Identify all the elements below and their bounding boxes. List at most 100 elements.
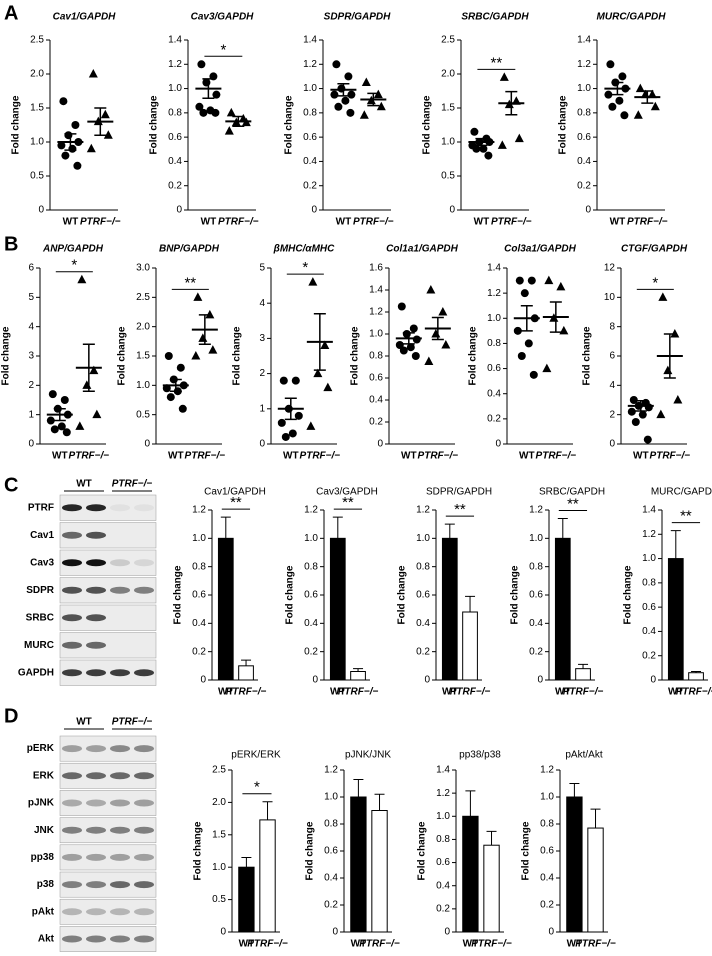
x-tick-label: PTRF−/− xyxy=(650,451,691,462)
panel-letter: A xyxy=(4,2,18,24)
x-tick-label: WT xyxy=(442,687,458,698)
data-point xyxy=(48,390,57,399)
y-tick-label: 1.4 xyxy=(577,35,591,46)
y-tick-label: 0 xyxy=(585,205,591,216)
y-tick-label: 1.5 xyxy=(441,103,455,114)
y-tick-label: 0.5 xyxy=(30,171,44,182)
bar xyxy=(667,558,684,681)
y-tick-label: 1.2 xyxy=(642,529,656,540)
blot-group-label: PTRF−/− xyxy=(112,479,153,490)
blot-band xyxy=(62,641,82,649)
blot-band xyxy=(110,908,130,916)
y-axis-label: Fold change xyxy=(117,326,128,385)
y-tick-label: 1.0 xyxy=(487,313,501,324)
error-bar xyxy=(663,333,676,379)
y-tick-label: 0.6 xyxy=(324,846,338,857)
significance: ** xyxy=(491,54,503,71)
y-tick-label: 0.8 xyxy=(642,577,656,588)
chart-title: Col3a1/GAPDH xyxy=(504,244,576,255)
y-tick-label: 2.0 xyxy=(441,69,455,80)
blot-band xyxy=(62,935,82,943)
y-axis-label: Fold change xyxy=(232,326,243,385)
data-point xyxy=(643,435,652,444)
data-point xyxy=(656,409,666,419)
error-bar xyxy=(94,107,107,136)
blot-row-label: SDPR xyxy=(26,585,55,596)
x-tick-label: WT xyxy=(463,939,479,950)
data-point xyxy=(198,333,208,342)
error-bar xyxy=(313,313,326,371)
data-point xyxy=(60,396,69,404)
data-point xyxy=(103,130,113,139)
blot-row-label: JNK xyxy=(34,825,55,836)
blot-band xyxy=(86,826,106,834)
data-point xyxy=(208,345,218,354)
blot-band xyxy=(110,853,130,861)
blot-band xyxy=(86,614,106,622)
blot-row-label: pAkt xyxy=(32,906,55,917)
blot-row-label: Akt xyxy=(38,934,55,945)
y-tick-label: 2 xyxy=(28,380,34,391)
blot-band xyxy=(110,826,130,834)
bar xyxy=(462,611,478,681)
blot-band xyxy=(134,881,154,889)
bar xyxy=(329,537,346,681)
blot-row-label: PTRF xyxy=(28,502,54,513)
data-point xyxy=(306,421,316,430)
y-tick-label: 0.4 xyxy=(324,873,338,884)
y-tick-label: 0 xyxy=(259,439,265,450)
error-bar xyxy=(82,343,95,392)
y-tick-label: 0 xyxy=(311,205,317,216)
y-tick-label: 4 xyxy=(259,298,265,309)
x-tick-label: WT xyxy=(610,217,626,228)
data-point xyxy=(441,340,451,349)
x-tick-label: PTRF−/− xyxy=(338,687,379,698)
error-bar xyxy=(262,801,273,820)
blot-row-label: ERK xyxy=(33,770,55,781)
x-tick-label: PTRF−/− xyxy=(247,939,288,950)
data-point xyxy=(92,409,102,419)
blot-band xyxy=(110,504,130,512)
x-tick-label: WT xyxy=(52,451,68,462)
data-point xyxy=(211,108,220,117)
blot-band xyxy=(86,853,106,861)
y-tick-label: 5 xyxy=(28,292,34,303)
chart-title: Cav1/GAPDH xyxy=(204,487,266,498)
error-bar xyxy=(578,663,589,669)
y-tick-label: 1.0 xyxy=(30,137,44,148)
data-point xyxy=(514,133,524,143)
blot-band xyxy=(62,853,82,861)
data-point xyxy=(46,416,55,425)
x-tick-label: WT xyxy=(401,451,417,462)
x-tick-label: PTRF−/− xyxy=(627,217,668,228)
y-tick-label: 0.2 xyxy=(192,646,206,657)
y-tick-label: 2.5 xyxy=(212,765,226,776)
error-bar xyxy=(284,397,297,421)
y-tick-label: 1.0 xyxy=(436,811,450,822)
y-tick-label: 0.2 xyxy=(577,180,591,191)
error-bar xyxy=(241,856,252,868)
y-tick-label: 1.2 xyxy=(192,505,206,516)
blot-band xyxy=(62,614,82,622)
data-point xyxy=(212,90,221,99)
chart-title: Col1a1/GAPDH xyxy=(386,244,458,255)
y-tick-label: 0.6 xyxy=(304,590,318,601)
blot-row-label: pERK xyxy=(27,743,55,754)
y-tick-label: 0.8 xyxy=(529,561,543,572)
y-tick-label: 1.0 xyxy=(168,83,182,94)
data-point xyxy=(472,144,481,153)
bar xyxy=(371,810,388,933)
error-bar xyxy=(337,82,350,97)
data-point xyxy=(62,428,71,437)
y-tick-label: 0 xyxy=(144,439,150,450)
y-tick-label: 1.0 xyxy=(192,533,206,544)
y-axis-label: Fold change xyxy=(510,565,521,624)
data-point xyxy=(673,395,683,404)
data-point xyxy=(426,285,436,294)
data-point xyxy=(195,102,204,111)
blot-band xyxy=(110,935,130,943)
y-tick-label: 2.0 xyxy=(136,321,150,332)
bar xyxy=(462,815,479,933)
blot-row-label: GAPDH xyxy=(18,667,54,678)
